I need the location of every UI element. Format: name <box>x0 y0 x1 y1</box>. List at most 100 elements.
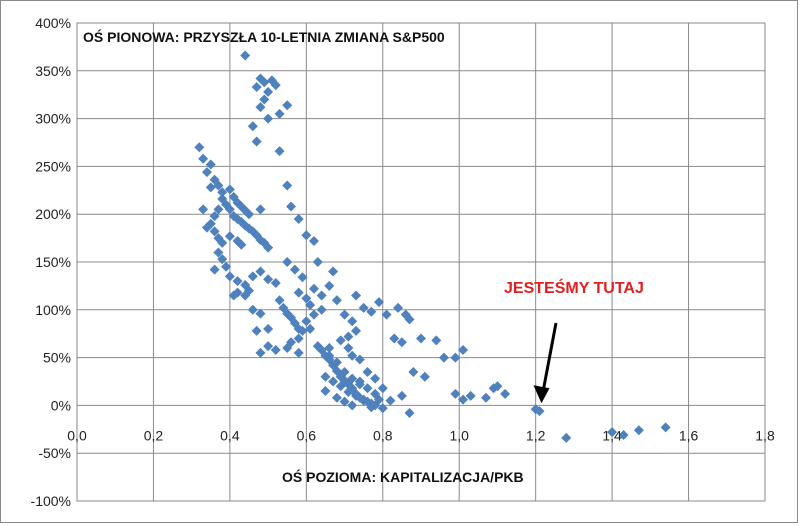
data-point <box>293 347 304 358</box>
data-point <box>316 304 327 315</box>
data-point <box>377 403 388 414</box>
data-point <box>396 337 407 348</box>
plot-area <box>76 22 766 502</box>
data-point <box>324 280 335 291</box>
data-point <box>347 400 358 411</box>
data-point <box>335 381 346 392</box>
data-point <box>480 392 491 403</box>
data-point <box>259 77 270 88</box>
data-point <box>289 264 300 275</box>
data-point <box>297 325 308 336</box>
data-point <box>255 308 266 319</box>
y-tick-label: 0% <box>51 397 71 413</box>
data-point <box>247 121 258 132</box>
data-point <box>660 422 671 433</box>
x-tick-labels: 0,0 0,2 0,4 0,6 0,8 1,0 1,2 1,4 1,6 1,8 <box>67 427 775 443</box>
data-point <box>282 343 293 354</box>
data-point <box>247 304 258 315</box>
arrow-shaft <box>542 322 558 390</box>
data-point <box>244 209 254 220</box>
data-point <box>354 354 365 365</box>
data-point <box>293 287 304 298</box>
data-point <box>408 366 419 377</box>
y-tick-label: 400% <box>35 15 71 31</box>
data-point <box>308 309 319 320</box>
y-tick-label: 200% <box>35 206 71 222</box>
data-point <box>274 146 285 157</box>
data-point <box>351 325 362 336</box>
data-point <box>301 316 312 327</box>
data-point <box>343 343 354 354</box>
x-tick-label: 0,8 <box>373 427 393 443</box>
data-point <box>370 388 381 399</box>
data-point <box>339 396 350 407</box>
data-point <box>228 290 239 301</box>
x-tick-label: 0,2 <box>144 427 164 443</box>
y-tick-label: 50% <box>43 350 71 366</box>
data-point <box>205 182 216 193</box>
data-point <box>209 264 220 275</box>
data-point <box>396 390 407 401</box>
data-point <box>331 357 342 368</box>
data-point <box>263 86 274 97</box>
data-point <box>259 94 270 105</box>
data-point <box>282 257 293 267</box>
y-tick-label: 250% <box>35 158 71 174</box>
x-tick-label: 1,8 <box>755 427 775 443</box>
data-point <box>404 314 415 325</box>
data-point <box>224 184 235 195</box>
data-point <box>198 153 209 164</box>
annotation-arrow <box>533 322 558 404</box>
data-point <box>328 266 339 277</box>
data-point <box>308 283 319 294</box>
data-point <box>308 235 319 246</box>
data-point <box>232 276 243 287</box>
data-point <box>561 432 572 443</box>
data-point <box>438 352 449 363</box>
x-tick-label: 1,6 <box>679 427 699 443</box>
data-point <box>255 204 266 215</box>
data-point <box>305 323 316 334</box>
data-point <box>194 142 205 153</box>
data-point <box>255 347 266 358</box>
data-point <box>339 309 350 320</box>
data-point <box>465 390 476 401</box>
data-point <box>221 261 232 272</box>
data-point <box>331 295 342 306</box>
data-point <box>377 383 388 394</box>
data-point <box>316 290 327 301</box>
data-point <box>263 274 274 285</box>
data-point <box>198 204 209 215</box>
data-point <box>358 302 369 313</box>
data-point <box>343 331 354 342</box>
y-tick-label: 350% <box>35 63 71 79</box>
data-point <box>347 373 358 384</box>
data-point <box>393 302 404 313</box>
data-point <box>224 231 235 242</box>
y-tick-label: -50% <box>38 445 71 461</box>
data-point <box>282 100 293 111</box>
data-point <box>366 306 377 317</box>
y-tick-label: 300% <box>35 111 71 127</box>
y-tick-label: 150% <box>35 254 71 270</box>
data-point <box>607 427 618 438</box>
data-point <box>247 226 258 237</box>
data-point <box>297 272 308 283</box>
data-point <box>213 180 224 191</box>
data-point <box>224 204 235 215</box>
data-point <box>381 309 392 320</box>
data-point <box>500 388 511 399</box>
data-point <box>458 344 469 355</box>
gridlines <box>76 22 766 502</box>
data-point <box>450 352 461 363</box>
data-point <box>320 371 331 382</box>
data-point <box>301 230 312 241</box>
data-point <box>251 82 262 93</box>
data-point <box>213 204 224 215</box>
x-tick-label: 0,0 <box>67 427 87 443</box>
data-point <box>213 247 224 258</box>
data-point <box>301 293 312 304</box>
data-point <box>274 295 285 306</box>
